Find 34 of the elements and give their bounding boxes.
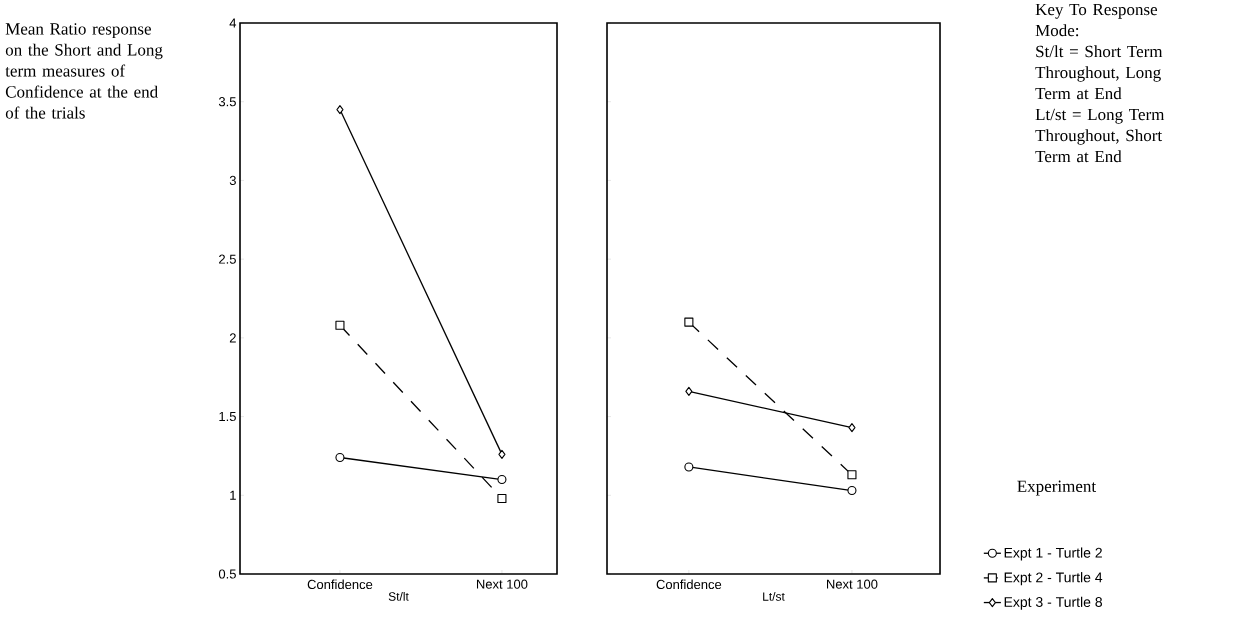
point bbox=[497, 474, 507, 485]
text: Key To Response Mode: bbox=[1035, 3, 1158, 37]
point bbox=[497, 493, 507, 503]
y-tick-label: 2.5 bbox=[219, 254, 236, 264]
x-axis-title: Lt/st bbox=[763, 591, 785, 601]
point bbox=[684, 317, 694, 327]
x-tick-label: Confidence bbox=[307, 579, 373, 590]
y-tick-label: 3.5 bbox=[218, 97, 236, 107]
y-tick-label: 0.5 bbox=[218, 569, 236, 579]
legend-label: Expt 3 - Turtle 8 bbox=[1004, 596, 1102, 610]
point bbox=[336, 105, 344, 115]
y-tick-label: 1 bbox=[230, 490, 236, 500]
point bbox=[498, 449, 506, 459]
point bbox=[847, 470, 857, 480]
legend-label: Expt 2 - Turtle 4 bbox=[1004, 572, 1103, 586]
y-tick-label: 2 bbox=[229, 333, 236, 343]
x-tick-label: Next 100 bbox=[476, 579, 528, 589]
point bbox=[847, 486, 857, 496]
x-tick-label: Confidence bbox=[656, 579, 722, 590]
y-tick-label: 1.5 bbox=[219, 412, 236, 422]
x-axis-title: St/lt bbox=[388, 591, 409, 601]
point bbox=[335, 452, 345, 463]
legend-label: Expt 1 - Turtle 2 bbox=[1004, 547, 1102, 561]
point bbox=[684, 462, 694, 472]
point bbox=[685, 386, 693, 396]
x-tick-label: Next 100 bbox=[827, 579, 878, 589]
y-tick-label: 4 bbox=[229, 18, 237, 28]
text: Mean Ratio response on the Short and Long term measures of Confidence at the end of the trials bbox=[5, 23, 163, 119]
text: Lt/st = Long Term Throughout, Short Term at End bbox=[1035, 108, 1165, 163]
legend-title: Experiment bbox=[1017, 480, 1097, 496]
point bbox=[848, 423, 856, 433]
y-tick-label: 3 bbox=[229, 175, 236, 186]
text: St/lt = Short Term Throughout, Long Term at End bbox=[1035, 45, 1163, 100]
point bbox=[335, 320, 345, 330]
